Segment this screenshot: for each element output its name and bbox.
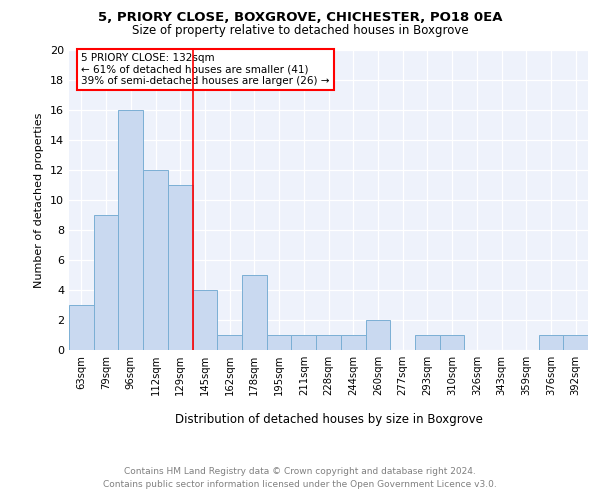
Bar — [118, 110, 143, 350]
Bar — [94, 215, 118, 350]
Bar — [316, 335, 341, 350]
Bar — [168, 185, 193, 350]
Bar — [242, 275, 267, 350]
Bar — [341, 335, 365, 350]
Bar — [415, 335, 440, 350]
Bar — [440, 335, 464, 350]
Text: 5 PRIORY CLOSE: 132sqm
← 61% of detached houses are smaller (41)
39% of semi-det: 5 PRIORY CLOSE: 132sqm ← 61% of detached… — [82, 53, 330, 86]
Bar — [267, 335, 292, 350]
Bar — [69, 305, 94, 350]
Bar — [193, 290, 217, 350]
Bar — [539, 335, 563, 350]
Bar — [563, 335, 588, 350]
Text: Size of property relative to detached houses in Boxgrove: Size of property relative to detached ho… — [131, 24, 469, 37]
Text: Distribution of detached houses by size in Boxgrove: Distribution of detached houses by size … — [175, 412, 483, 426]
Text: Contains HM Land Registry data © Crown copyright and database right 2024.
Contai: Contains HM Land Registry data © Crown c… — [103, 468, 497, 489]
Bar — [217, 335, 242, 350]
Bar — [292, 335, 316, 350]
Bar — [143, 170, 168, 350]
Y-axis label: Number of detached properties: Number of detached properties — [34, 112, 44, 288]
Text: 5, PRIORY CLOSE, BOXGROVE, CHICHESTER, PO18 0EA: 5, PRIORY CLOSE, BOXGROVE, CHICHESTER, P… — [98, 11, 502, 24]
Bar — [365, 320, 390, 350]
